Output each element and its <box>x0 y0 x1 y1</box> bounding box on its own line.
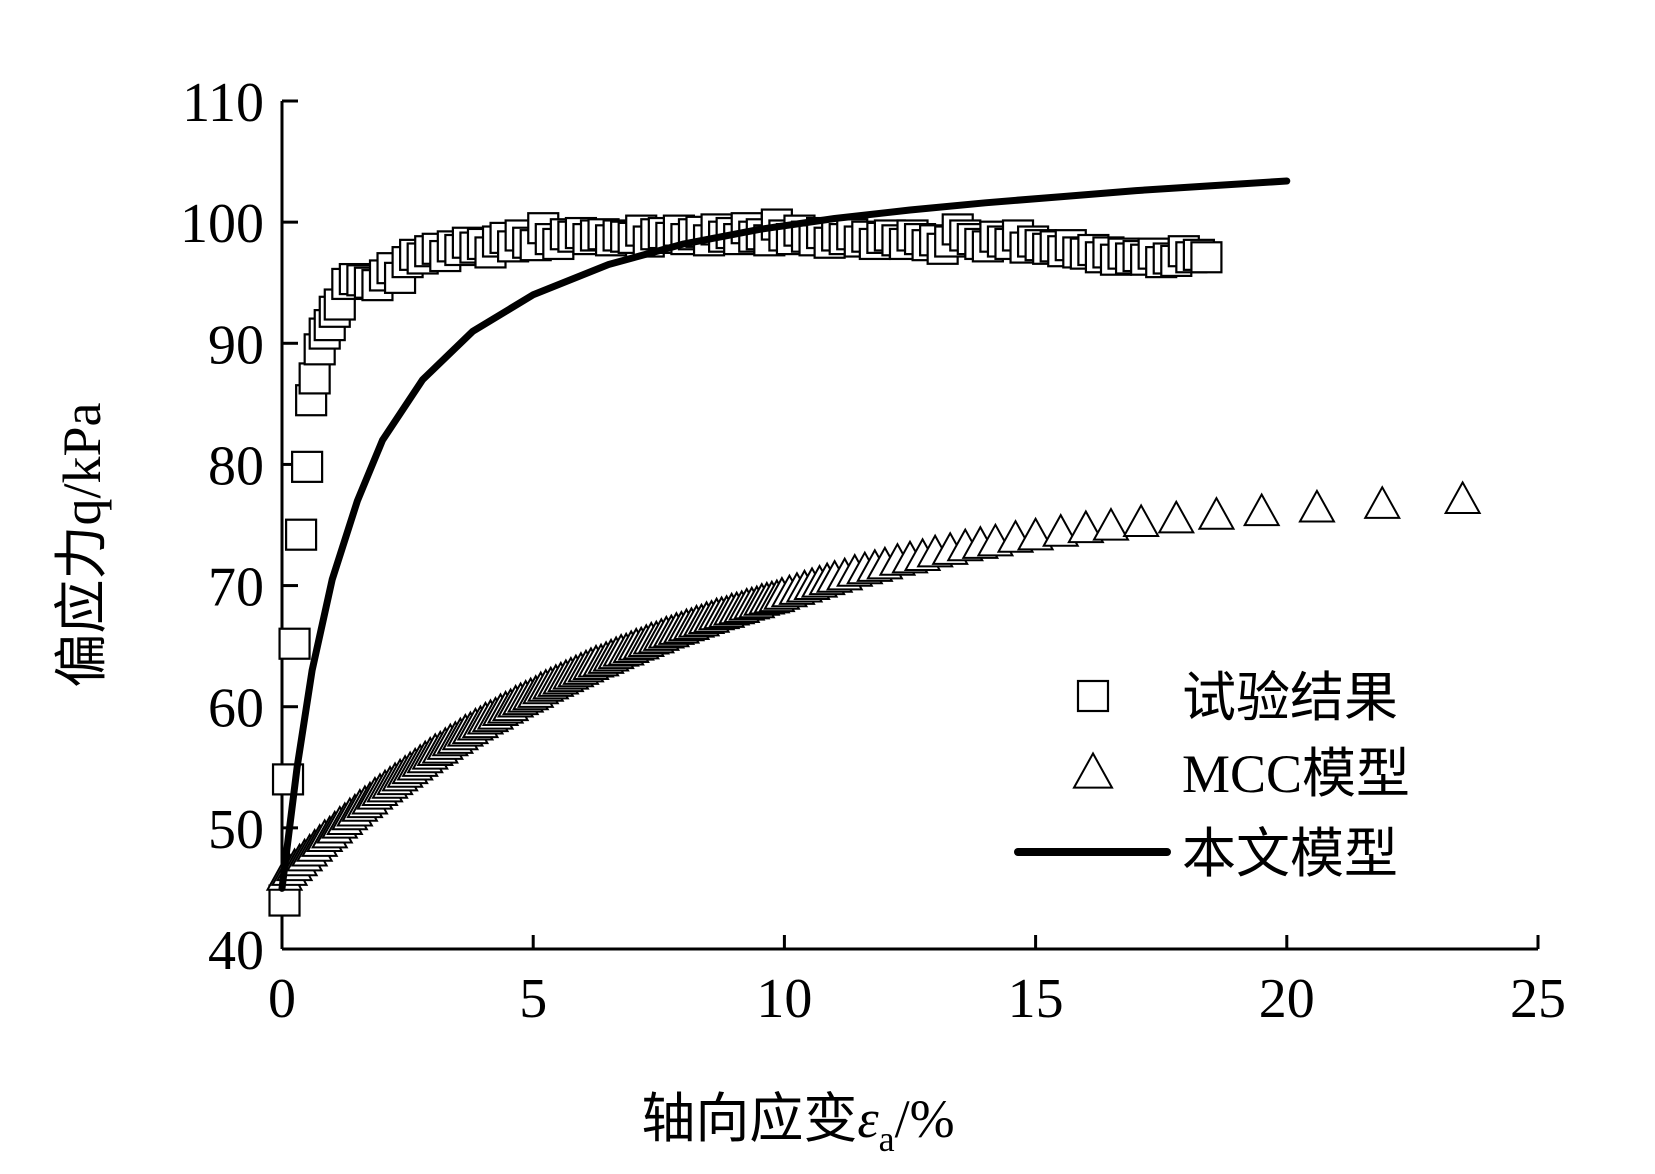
mcc-model-point <box>1016 516 1055 551</box>
x-axis-title-symbol: ε <box>857 1089 879 1149</box>
x-axis-title-text: 轴向应变 <box>641 1089 857 1149</box>
legend-label: 试验结果 <box>1182 668 1398 728</box>
mcc-model-point <box>1067 509 1105 544</box>
x-tick-label: 25 <box>1510 968 1566 1030</box>
mcc-model-point <box>1157 499 1195 534</box>
series-2 <box>265 480 1482 891</box>
y-tick-label: 70 <box>208 557 264 619</box>
x-axis-title: 轴向应变εa/% <box>641 1089 954 1159</box>
y-tick-label: 60 <box>208 678 264 740</box>
mcc-model-point <box>1443 480 1482 515</box>
test-result-point <box>298 362 331 395</box>
series-layer <box>265 177 1482 917</box>
x-axis-title-subscript: a <box>879 1119 895 1159</box>
x-tick-label: 20 <box>1259 968 1315 1030</box>
y-tick-label: 80 <box>208 435 264 497</box>
test-result-point <box>278 627 311 660</box>
legend-label: MCC模型 <box>1182 744 1410 804</box>
y-tick-label: 100 <box>180 193 264 255</box>
mcc-model-point <box>1242 492 1281 527</box>
test-result-point <box>291 450 324 483</box>
y-tick-label: 50 <box>208 799 264 861</box>
legend-triangle-marker <box>1072 751 1114 789</box>
mcc-model-point <box>1042 513 1080 547</box>
model-curve-line <box>278 177 1291 892</box>
x-tick-label: 10 <box>756 968 812 1030</box>
test-result-point <box>284 518 318 551</box>
mcc-model-point <box>1298 488 1336 523</box>
y-tick-label: 90 <box>208 314 264 376</box>
mcc-model-point <box>1197 496 1236 530</box>
mcc-model-point <box>1092 507 1130 541</box>
legend-label: 本文模型 <box>1182 824 1398 884</box>
series-1 <box>268 208 1223 917</box>
series-3 <box>278 177 1291 892</box>
axes-group: 0 5 10 15 20 25 40 50 60 70 80 90 100 110 <box>180 72 1566 1030</box>
y-axis-title: 偏应力q/kPa <box>52 402 112 687</box>
x-tick-label: 5 <box>519 968 547 1030</box>
x-axis-title-unit: /% <box>895 1089 955 1149</box>
y-tick-label: 110 <box>182 72 264 134</box>
mcc-model-point <box>1122 503 1160 538</box>
x-tick-label: 0 <box>268 968 296 1030</box>
test-result-point <box>1190 241 1223 274</box>
legend-square-marker <box>1076 679 1110 713</box>
x-tick-label: 15 <box>1008 968 1064 1030</box>
mcc-model-point <box>1363 485 1401 519</box>
y-tick-label: 40 <box>208 920 264 982</box>
